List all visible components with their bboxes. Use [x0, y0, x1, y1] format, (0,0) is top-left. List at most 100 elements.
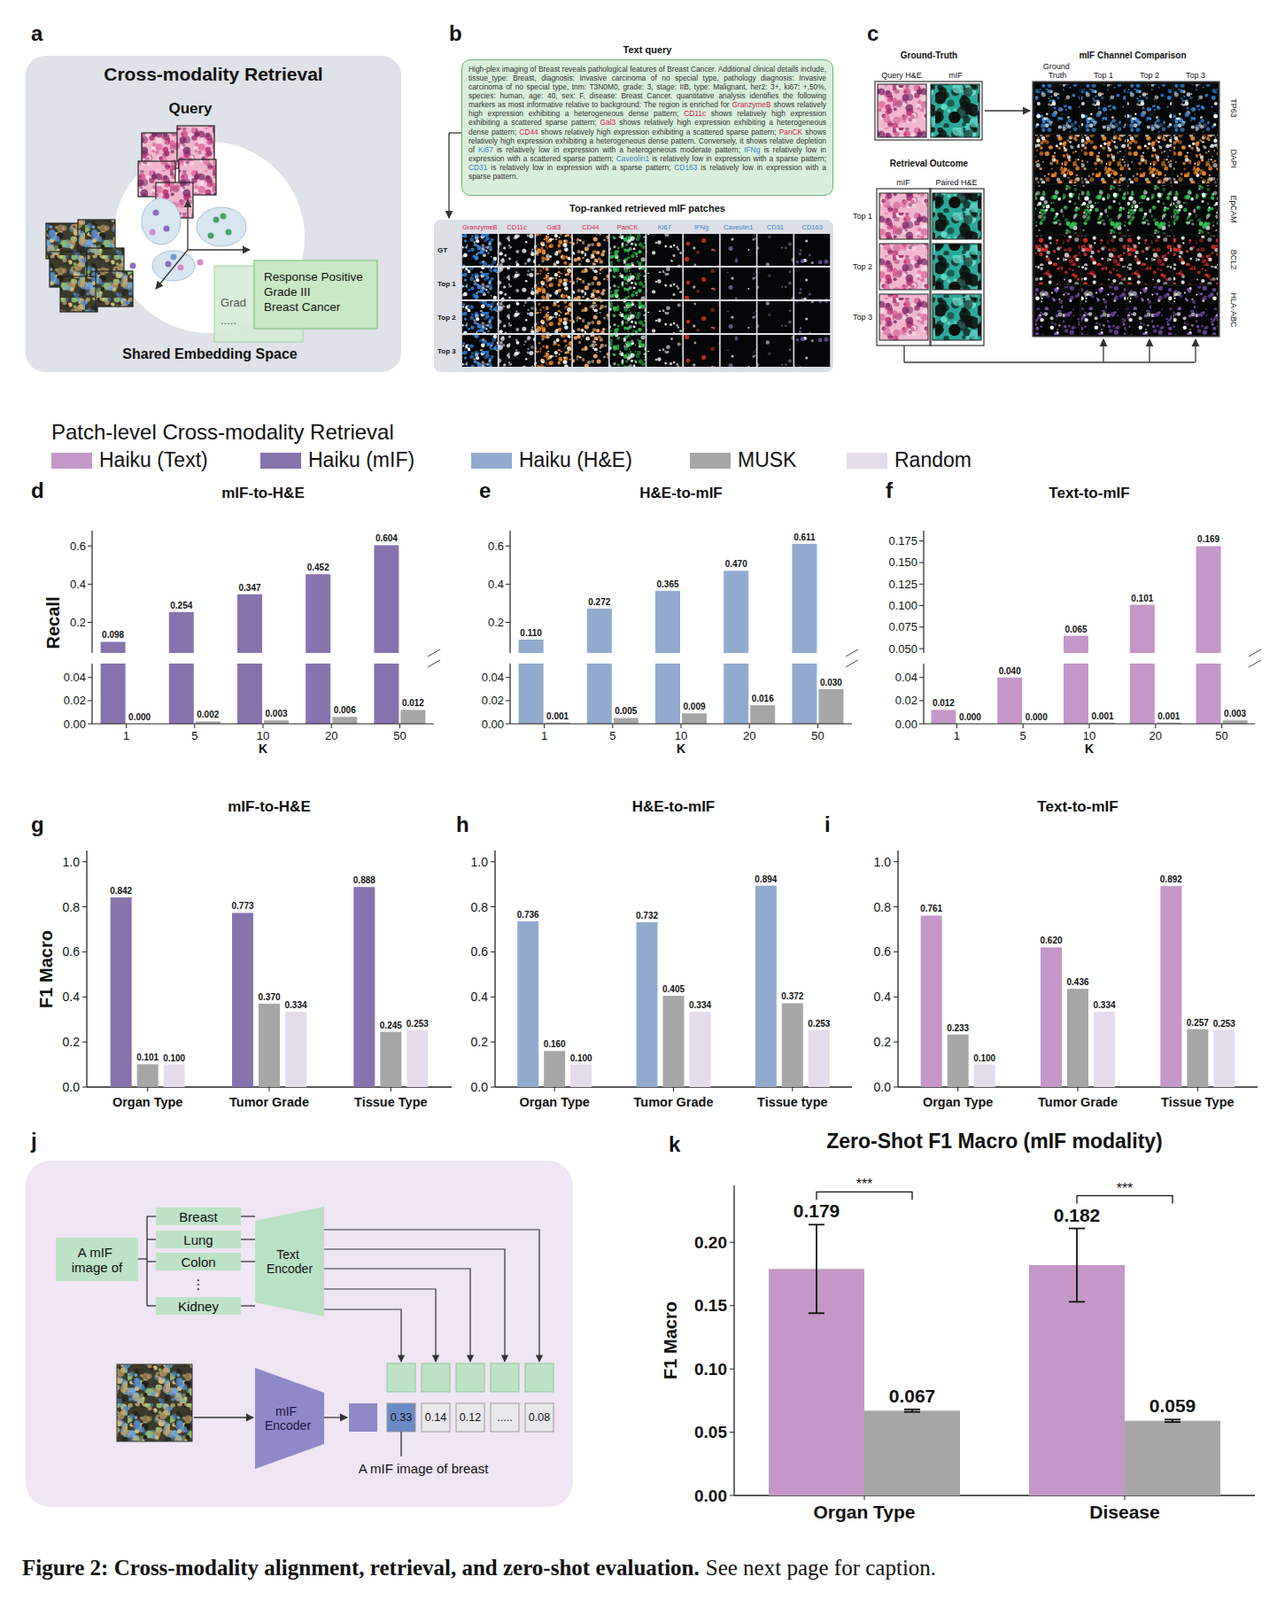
x-tick	[817, 723, 819, 728]
query-text: CD11c	[683, 108, 706, 118]
query-text: CD31	[468, 162, 488, 172]
mif-tile	[60, 276, 98, 312]
caption: Figure 2: Cross-modality alignment, retr…	[22, 1555, 937, 1580]
x-tick	[673, 1086, 674, 1092]
bar	[1186, 1029, 1208, 1087]
data-label: 0.101	[136, 1052, 159, 1062]
x-axis-title: K	[1084, 741, 1094, 756]
bar	[332, 716, 357, 724]
legend-label: Haiku (mIF)	[308, 448, 415, 472]
embedding-dot	[197, 259, 204, 266]
x-tick	[399, 723, 401, 728]
error-bar	[1164, 1418, 1181, 1422]
connector	[240, 1304, 256, 1306]
y-tick	[87, 545, 93, 547]
error-cap	[904, 1410, 921, 1413]
he-tile	[877, 84, 927, 138]
data-label: 0.334	[284, 999, 307, 1010]
data-label: 0.000	[128, 712, 151, 722]
channel-tile	[1173, 134, 1218, 184]
data-label: 0.732	[635, 910, 658, 921]
text-embedding	[387, 1362, 416, 1392]
channel-tile	[572, 267, 609, 300]
bar	[864, 1409, 960, 1495]
y-tick-label: 0.2	[69, 615, 86, 629]
chart: mIF-to-H&E0.000.020.040.20.40.615102050K…	[43, 23, 441, 756]
channel-label: CD31	[766, 223, 784, 232]
y-tick-label: 0.4	[874, 989, 892, 1004]
y-tick	[919, 723, 924, 725]
y-axis	[922, 663, 924, 724]
channel-tile	[757, 301, 793, 333]
y-tick-label: 0.15	[694, 1295, 728, 1315]
x-tick-label: 1	[123, 728, 130, 743]
axis-break	[845, 649, 859, 657]
legend-swatch	[51, 452, 93, 469]
bar	[169, 611, 194, 653]
connector	[400, 1431, 402, 1456]
y-tick	[729, 1304, 735, 1306]
embedding-dot	[225, 229, 233, 236]
data-label: 0.253	[1213, 1018, 1236, 1029]
connector	[147, 1260, 156, 1262]
bar	[163, 1064, 186, 1087]
data-label: 0.005	[614, 705, 637, 716]
x-tick	[681, 723, 682, 728]
card-text: .....	[220, 313, 237, 327]
data-label: 0.405	[662, 983, 685, 994]
legend-swatch	[846, 452, 888, 469]
connector	[324, 1416, 348, 1417]
chart-title: H&E-to-mIF	[632, 797, 715, 815]
chart: Text-to-mIF0.000.020.040.0500.0750.1000.…	[888, 484, 1262, 756]
panel-a-bg	[25, 55, 402, 372]
y-tick-label: 1.0	[62, 854, 81, 869]
bar	[137, 1063, 159, 1087]
connector	[1194, 339, 1196, 363]
query-text: is relatively low in expression with a s…	[487, 162, 674, 172]
bar	[517, 921, 539, 1087]
bar	[1093, 1011, 1115, 1087]
embedding-dot	[165, 261, 172, 268]
bar	[1196, 663, 1222, 724]
data-label: 0.272	[588, 596, 611, 607]
y-tick	[505, 676, 511, 678]
data-label: 0.842	[109, 885, 132, 896]
chart-title: H&E-to-mIF	[639, 484, 722, 502]
frame	[874, 81, 983, 140]
x-tick-label: 1	[541, 728, 548, 743]
row-label: Top 3	[437, 347, 457, 356]
data-label: 0.040	[998, 665, 1022, 676]
channel-label: Gal3	[546, 223, 561, 232]
y-tick-label: 0.175	[888, 534, 918, 548]
y-tick-label: 0.2	[487, 615, 504, 629]
bar	[655, 590, 681, 653]
bar	[169, 663, 194, 724]
channel-tile	[683, 233, 720, 266]
y-tick	[893, 905, 898, 907]
bar	[110, 897, 132, 1087]
panel-letter: f	[885, 478, 894, 503]
y-tick	[87, 699, 93, 701]
x-tick-label: Tumor Grade	[1037, 1094, 1118, 1109]
y-tick-label: 0.4	[487, 577, 504, 591]
row-label: Top 1	[437, 279, 457, 288]
bar	[232, 912, 254, 1087]
error-bar	[1068, 1228, 1085, 1302]
bar	[258, 1003, 280, 1087]
column-label: Query H&E	[881, 70, 922, 80]
channel-tile	[1127, 286, 1172, 335]
bar	[285, 1011, 307, 1087]
embedding-dot	[170, 254, 178, 261]
connector	[240, 1238, 256, 1239]
panel-title: Cross-modality Retrieval	[103, 63, 323, 85]
bar	[237, 594, 263, 653]
data-label: 0.000	[959, 712, 982, 722]
text-query-box: High-plex imaging of Breast reveals path…	[461, 59, 834, 196]
channel-tile	[646, 267, 682, 300]
data-label: 0.100	[162, 1052, 186, 1063]
data-label: 0.065	[1064, 624, 1087, 635]
channel-label: TP63	[1229, 98, 1239, 118]
y-tick-label: 1.0	[471, 854, 489, 869]
axis-break	[427, 659, 441, 667]
channel-tile	[572, 233, 609, 266]
